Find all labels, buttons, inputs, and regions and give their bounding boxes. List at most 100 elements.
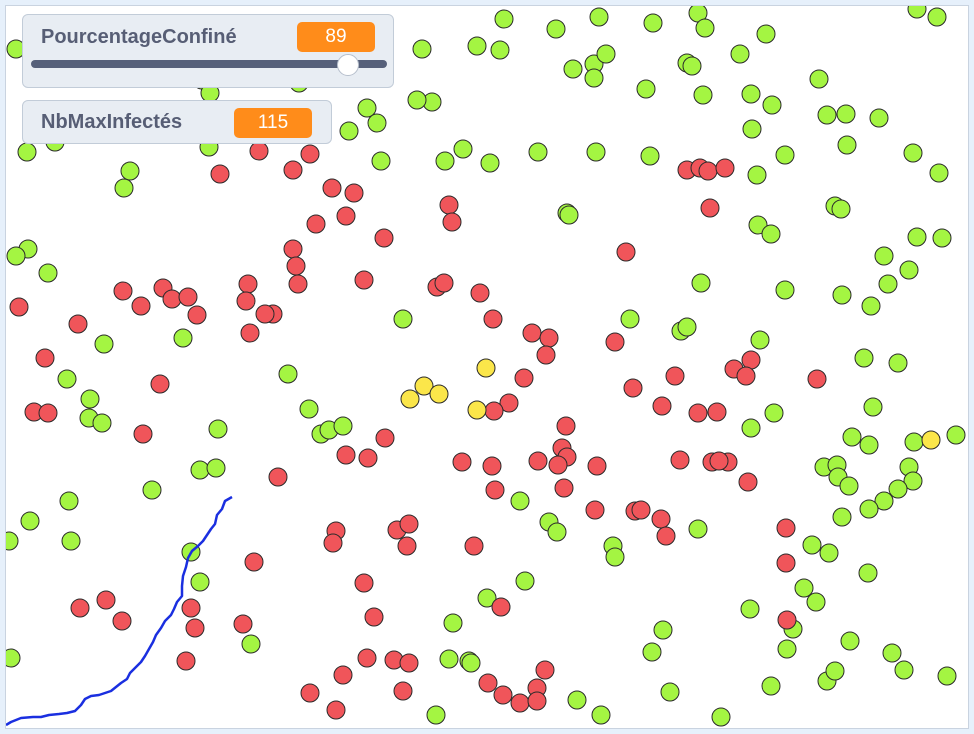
healthy-person-dot xyxy=(764,403,784,423)
healthy-person-dot xyxy=(584,68,604,88)
healthy-person-dot xyxy=(643,13,663,33)
healthy-person-dot xyxy=(453,139,473,159)
infected-person-dot xyxy=(288,274,308,294)
healthy-person-dot xyxy=(412,39,432,59)
healthy-person-dot xyxy=(546,19,566,39)
healthy-person-dot xyxy=(682,56,702,76)
healthy-person-dot xyxy=(854,348,874,368)
healthy-person-dot xyxy=(756,24,776,44)
recovered-person-dot xyxy=(414,376,434,396)
healthy-person-dot xyxy=(6,246,26,266)
healthy-person-dot xyxy=(730,44,750,64)
pourcentage-confine-monitor: PourcentageConfiné 89 xyxy=(22,14,394,88)
recovered-person-dot xyxy=(400,389,420,409)
infected-person-dot xyxy=(255,304,275,324)
infected-person-dot xyxy=(482,456,502,476)
nb-max-infectes-monitor: NbMaxInfectés 115 xyxy=(22,100,332,144)
infected-person-dot xyxy=(326,700,346,720)
healthy-person-dot xyxy=(741,418,761,438)
infected-person-dot xyxy=(442,212,462,232)
infected-person-dot xyxy=(510,693,530,713)
healthy-person-dot xyxy=(740,599,760,619)
infected-person-dot xyxy=(698,161,718,181)
infected-person-dot xyxy=(715,158,735,178)
healthy-person-dot xyxy=(435,151,455,171)
infected-person-dot xyxy=(35,348,55,368)
healthy-person-dot xyxy=(677,317,697,337)
infected-person-dot xyxy=(539,328,559,348)
healthy-person-dot xyxy=(114,178,134,198)
infected-person-dot xyxy=(70,598,90,618)
healthy-person-dot xyxy=(653,620,673,640)
infected-person-dot xyxy=(162,289,182,309)
infected-person-dot xyxy=(96,590,116,610)
simulation-stage[interactable]: PourcentageConfiné 89 NbMaxInfectés 115 xyxy=(5,5,969,729)
infected-person-dot xyxy=(240,323,260,343)
healthy-person-dot xyxy=(591,705,611,725)
infected-person-dot xyxy=(585,500,605,520)
infected-person-dot xyxy=(707,402,727,422)
infected-person-dot xyxy=(536,345,556,365)
infected-person-dot xyxy=(187,305,207,325)
infected-person-dot xyxy=(233,614,253,634)
healthy-person-dot xyxy=(567,690,587,710)
healthy-person-dot xyxy=(927,7,947,27)
healthy-person-dot xyxy=(832,285,852,305)
healthy-person-dot xyxy=(142,480,162,500)
healthy-person-dot xyxy=(563,59,583,79)
healthy-person-dot xyxy=(693,85,713,105)
healthy-person-dot xyxy=(367,113,387,133)
healthy-person-dot xyxy=(858,563,878,583)
infected-person-dot xyxy=(112,611,132,631)
infected-person-dot xyxy=(434,273,454,293)
infected-person-dot xyxy=(236,291,256,311)
healthy-person-dot xyxy=(596,44,616,64)
slider-knob[interactable] xyxy=(336,54,359,76)
healthy-person-dot xyxy=(762,95,782,115)
infected-person-dot xyxy=(452,452,472,472)
healthy-person-dot xyxy=(480,153,500,173)
infected-person-dot xyxy=(113,281,133,301)
infected-person-dot xyxy=(176,651,196,671)
healthy-person-dot xyxy=(515,571,535,591)
healthy-person-dot xyxy=(888,353,908,373)
infected-person-dot xyxy=(238,274,258,294)
infected-person-dot xyxy=(68,314,88,334)
pourcentage-confine-slider[interactable] xyxy=(31,60,387,68)
infected-person-dot xyxy=(493,685,513,705)
healthy-person-dot xyxy=(357,98,377,118)
infected-person-dot xyxy=(133,424,153,444)
healthy-person-dot xyxy=(946,425,966,445)
healthy-person-dot xyxy=(817,105,837,125)
infected-person-dot xyxy=(483,309,503,329)
healthy-person-dot xyxy=(241,634,261,654)
healthy-person-dot xyxy=(825,661,845,681)
infected-person-dot xyxy=(38,403,58,423)
healthy-person-dot xyxy=(907,227,927,247)
infected-person-dot xyxy=(738,472,758,492)
infected-person-dot xyxy=(364,607,384,627)
healthy-person-dot xyxy=(861,296,881,316)
infected-person-dot xyxy=(323,533,343,553)
healthy-person-dot xyxy=(620,309,640,329)
healthy-person-dot xyxy=(426,705,446,725)
healthy-person-dot xyxy=(528,142,548,162)
healthy-person-dot xyxy=(38,263,58,283)
healthy-person-dot xyxy=(299,399,319,419)
healthy-person-dot xyxy=(802,535,822,555)
healthy-person-dot xyxy=(695,18,715,38)
infected-person-dot xyxy=(306,214,326,234)
healthy-person-dot xyxy=(120,161,140,181)
infected-person-dot xyxy=(439,195,459,215)
healthy-person-dot xyxy=(6,531,19,551)
infected-person-dot xyxy=(528,451,548,471)
infected-person-dot xyxy=(605,332,625,352)
population-field xyxy=(6,6,966,727)
infected-person-dot xyxy=(776,518,796,538)
infected-person-dot xyxy=(478,673,498,693)
healthy-person-dot xyxy=(839,476,859,496)
healthy-person-dot xyxy=(605,547,625,567)
recovered-person-dot xyxy=(476,358,496,378)
healthy-person-dot xyxy=(840,631,860,651)
healthy-person-dot xyxy=(691,273,711,293)
